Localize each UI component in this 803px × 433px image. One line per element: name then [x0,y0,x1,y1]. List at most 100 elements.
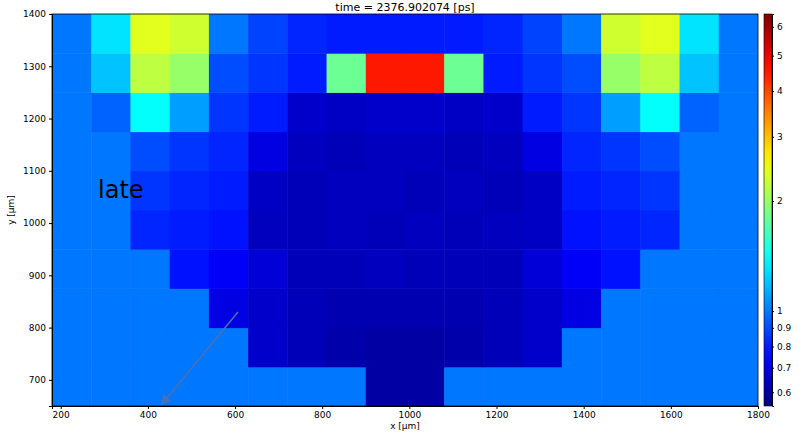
heat-cell [523,367,563,406]
heat-cell [248,210,288,250]
heat-cell [130,132,170,172]
heat-cell [52,53,92,93]
heat-cell [601,92,641,132]
heat-cell [209,171,249,211]
heat-cell [209,210,249,250]
tick-mark [772,91,774,92]
heat-cell [680,132,720,172]
heat-cell [483,92,523,132]
tick-label: 4 [777,86,783,96]
tick-mark [772,201,774,202]
heat-cell [327,132,367,172]
heat-cell [91,288,131,328]
heat-cell [483,367,523,406]
heat-cell [680,210,720,250]
tick-mark [772,368,774,369]
tick-mark [148,406,149,409]
tick: 1 [772,306,783,316]
tick: 700 [29,375,52,385]
tick: 6 [772,22,783,32]
heat-cell [91,249,131,289]
heat-cell [287,53,327,93]
heat-cell [405,249,445,289]
tick-mark [49,171,52,172]
tick: 0.9 [772,323,792,333]
heat-cell [91,14,131,54]
tick: 1600 [660,406,683,420]
heat-cell [719,367,758,406]
tick-mark [671,406,672,409]
heat-cell [405,132,445,172]
heat-cell [405,14,445,54]
tick-label: 700 [29,375,46,385]
heat-cell [601,288,641,328]
heat-cell [327,328,367,368]
tick-label: 200 [53,410,70,420]
heat-cell [405,53,445,93]
heat-cell [52,132,92,172]
heat-cell [366,14,406,54]
tick-label: 1000 [398,410,421,420]
heat-cell [640,171,680,211]
tick: 2 [772,196,783,206]
tick: 1000 [398,406,421,420]
heat-cell [523,53,563,93]
tick: 1100 [23,166,52,176]
heat-cell [562,92,602,132]
heat-cell [483,132,523,172]
tick-label: 1200 [23,114,46,124]
tick-mark [61,406,62,409]
tick-label: 0.6 [777,388,792,398]
heat-cell [366,171,406,211]
heat-cell [366,92,406,132]
heat-cell [562,210,602,250]
heat-cell [287,132,327,172]
tick-mark [49,380,52,381]
heat-cell [248,367,288,406]
heat-cell [680,53,720,93]
heat-cell [287,171,327,211]
heat-cell [91,328,131,368]
heat-cell [601,367,641,406]
heat-cell [130,210,170,250]
tick: 0.8 [772,342,792,352]
y-axis: 70080090010001100120013001400 [23,9,52,406]
chart: 2004006008001000120014001600180070080090… [0,0,803,433]
heat-cell [483,14,523,54]
heat-cell [523,288,563,328]
heat-cell [52,92,92,132]
tick-label: 2 [777,196,783,206]
heat-cell [601,14,641,54]
heat-cell [444,249,484,289]
tick-mark [772,137,774,138]
heat-cell [680,171,720,211]
heat-cell [91,92,131,132]
heat-cell [444,14,484,54]
heat-cell [640,328,680,368]
heat-cell [405,210,445,250]
heat-cell [719,92,758,132]
heat-cell [523,14,563,54]
heat-cell [248,132,288,172]
heat-cell [170,210,210,250]
heat-cell [287,92,327,132]
heat-cell [444,132,484,172]
tick-label: 1400 [573,410,596,420]
heat-cell [444,171,484,211]
heat-cell [640,367,680,406]
heat-cell [483,171,523,211]
tick-mark [497,406,498,409]
heat-cell [170,249,210,289]
tick-mark [322,406,323,409]
tick-label: 0.8 [777,342,792,352]
heat-cell [327,249,367,289]
heat-cell [444,288,484,328]
heat-cell [170,288,210,328]
heat-cell [170,92,210,132]
tick-mark [49,66,52,67]
heat-cell [562,14,602,54]
heat-cell [719,210,758,250]
heat-cell [366,288,406,328]
heat-cell [483,249,523,289]
colorbar-axis: 0.60.70.80.9123456 [772,15,792,407]
